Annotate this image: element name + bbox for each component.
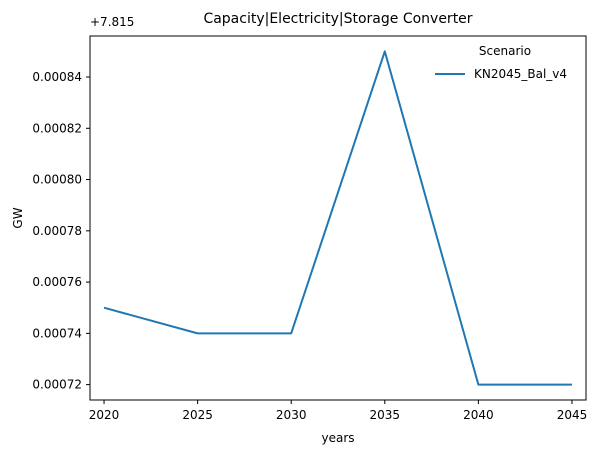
y-axis: 0.00072 0.00074 0.00076 0.00078 0.00080 0.000… <box>32 70 90 392</box>
y-tick-label: 0.00080 <box>32 173 82 187</box>
y-tick-label: 0.00082 <box>32 121 82 135</box>
y-tick-label: 0.00072 <box>32 378 82 392</box>
y-tick-label: 0.00074 <box>32 326 82 340</box>
y-tick-label: 0.00076 <box>32 275 82 289</box>
y-axis-label: GW <box>11 207 25 228</box>
series-line-kn2045-bal-v4 <box>103 50 572 386</box>
x-tick-label: 2040 <box>463 408 494 422</box>
x-axis: 2020 2025 2030 2035 2040 2045 <box>89 400 587 422</box>
x-tick-label: 2045 <box>557 408 588 422</box>
plot-area <box>89 35 587 401</box>
x-tick-label: 2020 <box>89 408 120 422</box>
legend: Scenario KN2045_Bal_v4 <box>435 44 567 81</box>
y-offset-label: +7.815 <box>90 15 134 29</box>
legend-label: KN2045_Bal_v4 <box>474 67 567 81</box>
x-tick-label: 2035 <box>370 408 401 422</box>
legend-title: Scenario <box>479 44 531 58</box>
y-tick-label: 0.00078 <box>32 224 82 238</box>
x-axis-label: years <box>321 431 354 445</box>
x-tick-label: 2025 <box>182 408 213 422</box>
y-tick-label: 0.00084 <box>32 70 82 84</box>
chart-title: Capacity|Electricity|Storage Converter <box>203 11 472 27</box>
x-tick-label: 2030 <box>276 408 307 422</box>
